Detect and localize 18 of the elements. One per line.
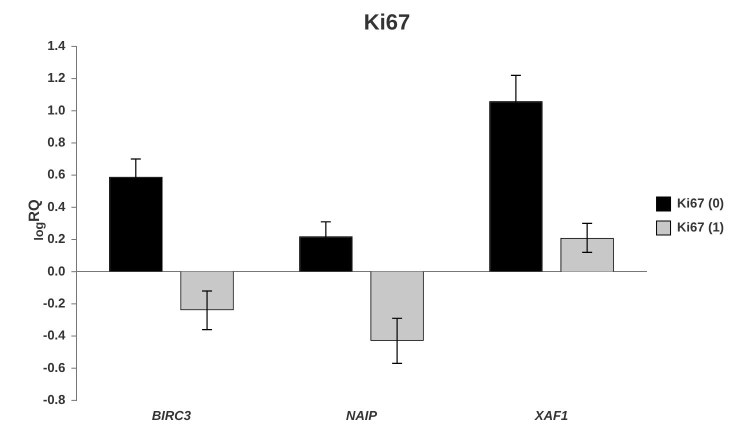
y-tick-label: 1.0: [47, 102, 66, 118]
chart-title: Ki67: [364, 9, 410, 34]
y-tick-label: 1.2: [47, 70, 66, 86]
y-tick-label: -0.2: [42, 295, 66, 310]
y-tick-label: 0.8: [47, 134, 66, 150]
x-tick-label: XAF1: [534, 408, 568, 423]
y-tick-label: 0.2: [47, 231, 66, 246]
y-tick-label: 0.0: [47, 263, 66, 278]
y-tick-label: -0.8: [42, 392, 66, 407]
y-tick-label: 0.4: [47, 198, 66, 214]
legend-label: Ki67 (1): [677, 220, 724, 235]
y-tick-label: -0.6: [42, 360, 66, 375]
y-tick-label: -0.4: [42, 328, 66, 343]
x-tick-label: NAIP: [346, 408, 378, 423]
y-tick-label: 1.4: [47, 38, 66, 53]
legend-label: Ki67 (0): [677, 196, 724, 211]
x-tick-label: BIRC3: [152, 408, 192, 423]
y-tick-label: 0.6: [47, 166, 66, 182]
